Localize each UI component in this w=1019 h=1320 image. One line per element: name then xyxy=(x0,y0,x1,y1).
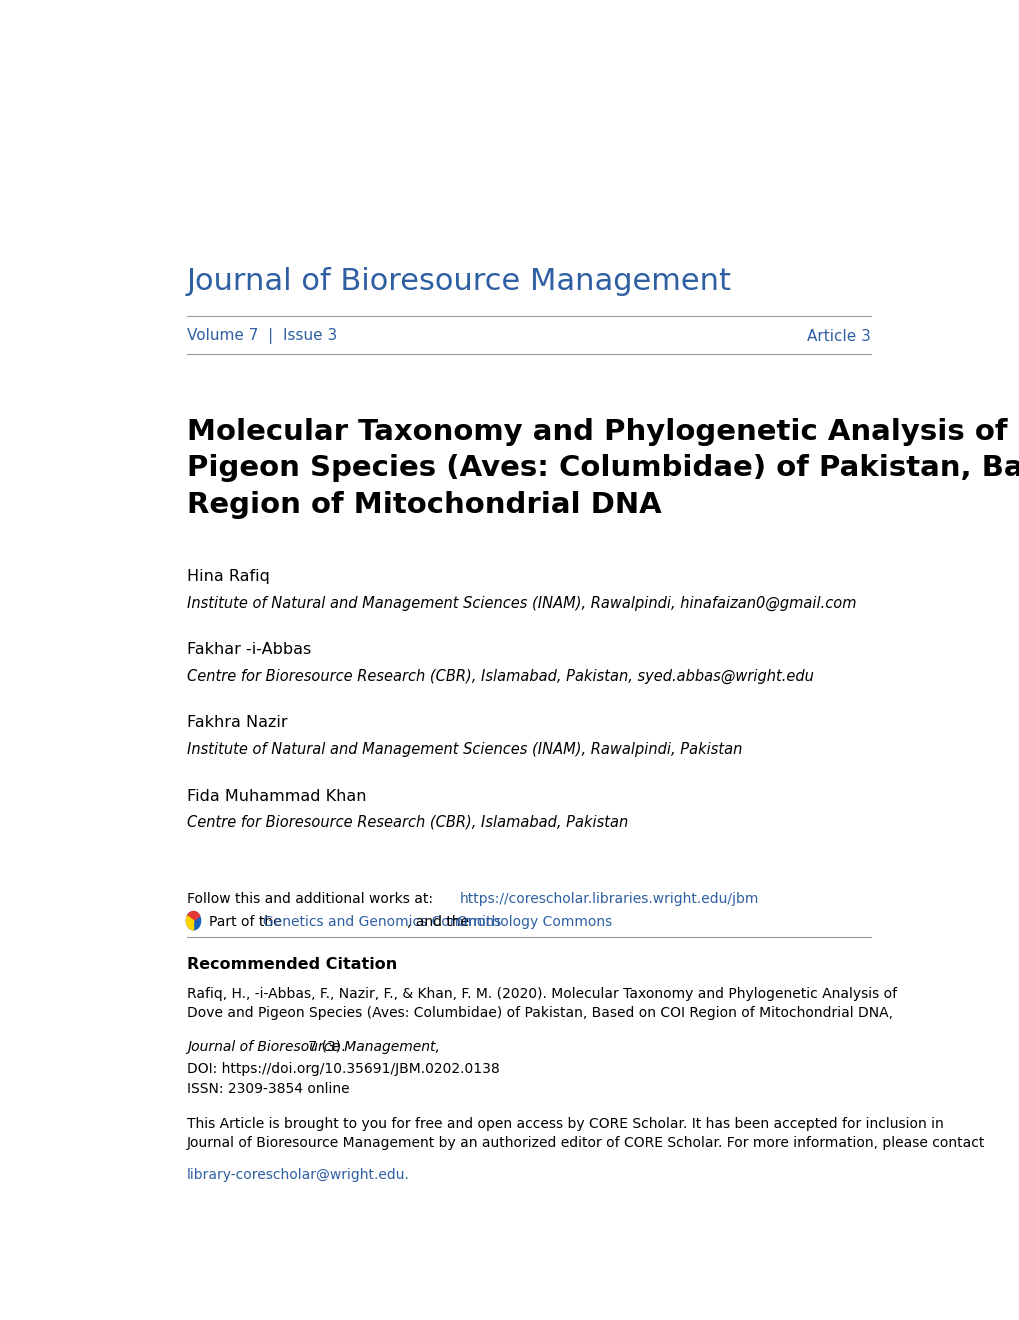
Text: Fakhar -i-Abbas: Fakhar -i-Abbas xyxy=(186,643,311,657)
Text: Journal of Bioresource Management: Journal of Bioresource Management xyxy=(186,267,731,296)
Text: Genetics and Genomics Commons: Genetics and Genomics Commons xyxy=(263,915,500,928)
Text: Rafiq, H., -i-Abbas, F., Nazir, F., & Khan, F. M. (2020). Molecular Taxonomy and: Rafiq, H., -i-Abbas, F., Nazir, F., & Kh… xyxy=(186,987,896,1020)
Text: Follow this and additional works at:: Follow this and additional works at: xyxy=(186,892,437,907)
Text: Institute of Natural and Management Sciences (INAM), Rawalpindi, Pakistan: Institute of Natural and Management Scie… xyxy=(186,742,742,756)
Text: Institute of Natural and Management Sciences (INAM), Rawalpindi, hinafaizan0@gma: Institute of Natural and Management Scie… xyxy=(186,595,855,611)
Text: Molecular Taxonomy and Phylogenetic Analysis of Dove and
Pigeon Species (Aves: C: Molecular Taxonomy and Phylogenetic Anal… xyxy=(186,417,1019,519)
Text: ISSN: 2309-3854 online: ISSN: 2309-3854 online xyxy=(186,1082,350,1097)
Text: Centre for Bioresource Research (CBR), Islamabad, Pakistan: Centre for Bioresource Research (CBR), I… xyxy=(186,814,628,830)
Text: Ornithology Commons: Ornithology Commons xyxy=(457,915,611,928)
Wedge shape xyxy=(186,916,194,929)
Text: DOI: https://doi.org/10.35691/JBM.0202.0138: DOI: https://doi.org/10.35691/JBM.0202.0… xyxy=(186,1063,499,1076)
Text: Fakhra Nazir: Fakhra Nazir xyxy=(186,715,287,730)
Text: 7 (3).: 7 (3). xyxy=(304,1040,345,1053)
Text: Recommended Citation: Recommended Citation xyxy=(186,957,396,973)
Text: Hina Rafiq: Hina Rafiq xyxy=(186,569,269,583)
Text: Part of the: Part of the xyxy=(209,915,285,928)
Text: Fida Muhammad Khan: Fida Muhammad Khan xyxy=(186,788,366,804)
Circle shape xyxy=(186,912,201,929)
Text: Journal of Bioresource Management,: Journal of Bioresource Management, xyxy=(186,1040,439,1053)
Text: Centre for Bioresource Research (CBR), Islamabad, Pakistan, syed.abbas@wright.ed: Centre for Bioresource Research (CBR), I… xyxy=(186,669,813,684)
Text: Volume 7  |  Issue 3: Volume 7 | Issue 3 xyxy=(186,329,336,345)
Text: library-corescholar@wright.edu.: library-corescholar@wright.edu. xyxy=(186,1168,410,1181)
Text: https://corescholar.libraries.wright.edu/jbm: https://corescholar.libraries.wright.edu… xyxy=(459,892,758,907)
Text: This Article is brought to you for free and open access by CORE Scholar. It has : This Article is brought to you for free … xyxy=(186,1117,984,1150)
Text: , and the: , and the xyxy=(407,915,474,928)
Text: Article 3: Article 3 xyxy=(806,329,870,343)
Wedge shape xyxy=(187,912,200,921)
